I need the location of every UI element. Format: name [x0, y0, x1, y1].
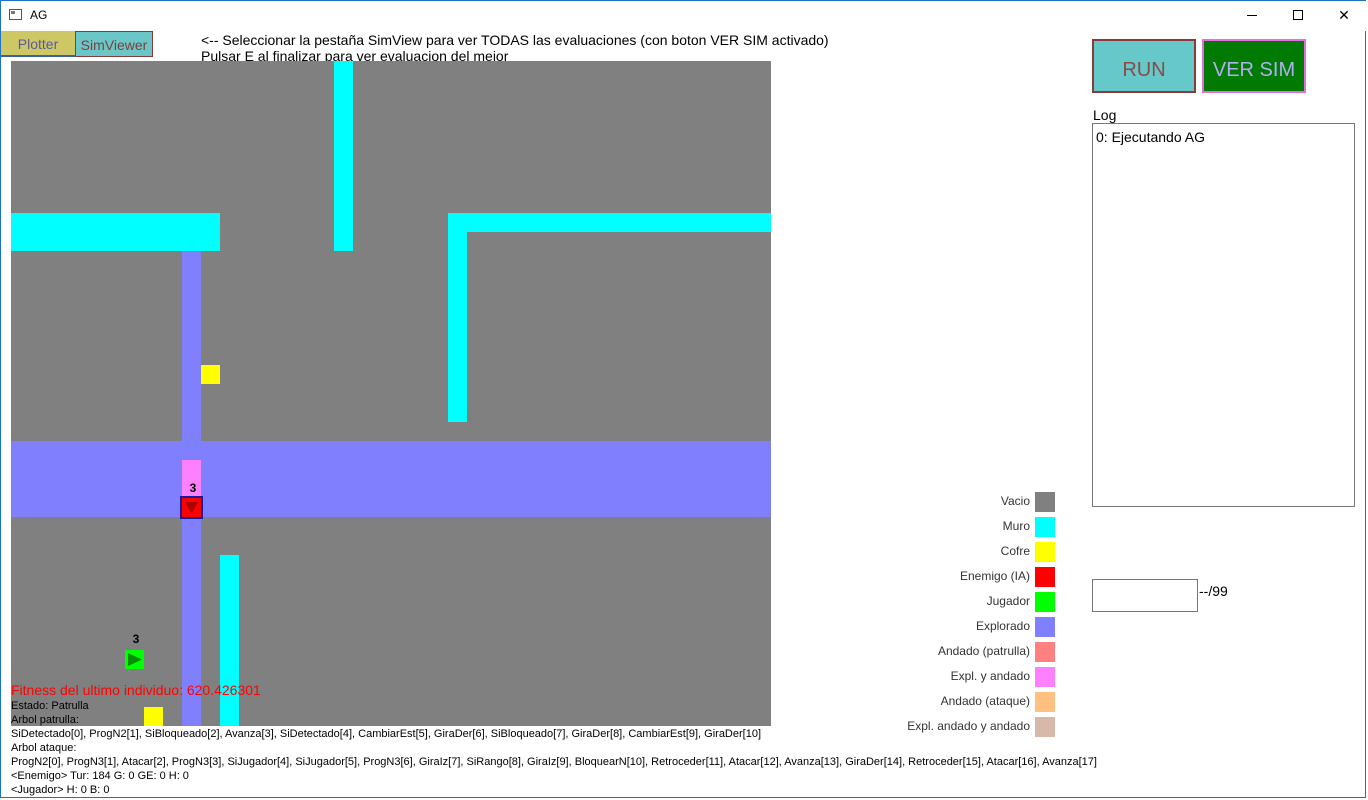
player-health-label: 3 [132, 632, 140, 646]
attack-tree-label: Arbol ataque: [11, 742, 77, 754]
maximize-button[interactable] [1275, 1, 1321, 30]
player-agent [125, 650, 144, 669]
patrol-tree-label: Arbol patrulla: [11, 714, 79, 726]
wall-segment [448, 213, 771, 232]
legend-label-explorado: Explorado [975, 619, 1030, 633]
legend-swatch-andado-patrulla [1035, 642, 1055, 662]
legend-label-andado-patrulla: Andado (patrulla) [937, 644, 1030, 658]
wall-segment [220, 555, 239, 726]
simulation-map: 3 3 [11, 61, 771, 726]
run-button[interactable]: RUN [1092, 39, 1196, 93]
legend-label-expl-andado-andado: Expl. andado y andado [907, 719, 1030, 733]
minimize-button[interactable] [1229, 1, 1275, 30]
tab-plotter[interactable]: Plotter [1, 31, 75, 57]
enemy-agent [180, 496, 203, 519]
patrol-tree: SiDetectado[0], ProgN2[1], SiBloqueado[2… [11, 728, 762, 740]
attack-tree: ProgN2[0], ProgN3[1], Atacar[2], ProgN3[… [11, 756, 1097, 768]
window-title: AG [30, 8, 48, 22]
log-label: Log [1093, 107, 1117, 123]
chest [201, 365, 220, 384]
legend-label-jugador: Jugador [986, 594, 1030, 608]
minimize-icon [1247, 15, 1257, 16]
log-textarea[interactable]: 0: Ejecutando AG [1092, 123, 1355, 507]
ver-sim-button[interactable]: VER SIM [1202, 39, 1306, 93]
legend-label-cofre: Cofre [1000, 544, 1030, 558]
legend-swatch-jugador [1035, 592, 1055, 612]
enemy-stats: <Enemigo> Tur: 184 G: 0 GE: 0 H: 0 [11, 770, 189, 782]
enemy-direction-icon [185, 502, 198, 514]
fitness-readout: Fitness del ultimo individuo: 620.426301 [11, 682, 261, 698]
player-direction-icon [128, 653, 142, 666]
legend-swatch-enemigo [1035, 567, 1055, 587]
legend-swatch-muro [1035, 517, 1055, 537]
legend-label-andado-ataque: Andado (ataque) [940, 694, 1030, 708]
tab-simviewer[interactable]: SimViewer [75, 31, 153, 57]
generation-input[interactable] [1092, 579, 1198, 612]
legend-label-muro: Muro [1002, 519, 1030, 533]
legend-swatch-cofre [1035, 542, 1055, 562]
wall-segment [448, 213, 467, 422]
player-stats: <Jugador> H: 0 B: 0 [11, 784, 110, 796]
title-bar [1, 1, 1367, 31]
instruction-simview: <-- Seleccionar la pestaña SimView para … [201, 32, 829, 48]
legend-swatch-andado-ataque [1035, 692, 1055, 712]
legend-swatch-expl-andado [1035, 667, 1055, 687]
app-window-icon [9, 9, 22, 20]
legend-label-vacio: Vacio [1000, 494, 1030, 508]
enemy-health-label: 3 [189, 481, 197, 495]
legend-label-expl-andado: Expl. y andado [950, 669, 1030, 683]
wall-segment [334, 61, 353, 251]
close-button[interactable]: ✕ [1321, 1, 1367, 30]
legend-label-enemigo: Enemigo (IA) [959, 569, 1030, 583]
legend-swatch-expl-andado-andado [1035, 717, 1055, 737]
maximize-icon [1293, 10, 1303, 20]
generation-total: --/99 [1199, 583, 1228, 599]
explored-corridor [11, 441, 771, 517]
chest [144, 707, 163, 726]
explored-walked-cell [182, 460, 201, 498]
state-readout: Estado: Patrulla [11, 700, 89, 712]
legend-swatch-vacio [1035, 492, 1055, 512]
legend-swatch-explorado [1035, 617, 1055, 637]
instruction-press-e: Pulsar E al finalizar para ver evaluacio… [201, 48, 509, 64]
close-icon: ✕ [1338, 7, 1350, 23]
log-entry: 0: Ejecutando AG [1096, 129, 1205, 145]
wall-segment [11, 213, 220, 251]
